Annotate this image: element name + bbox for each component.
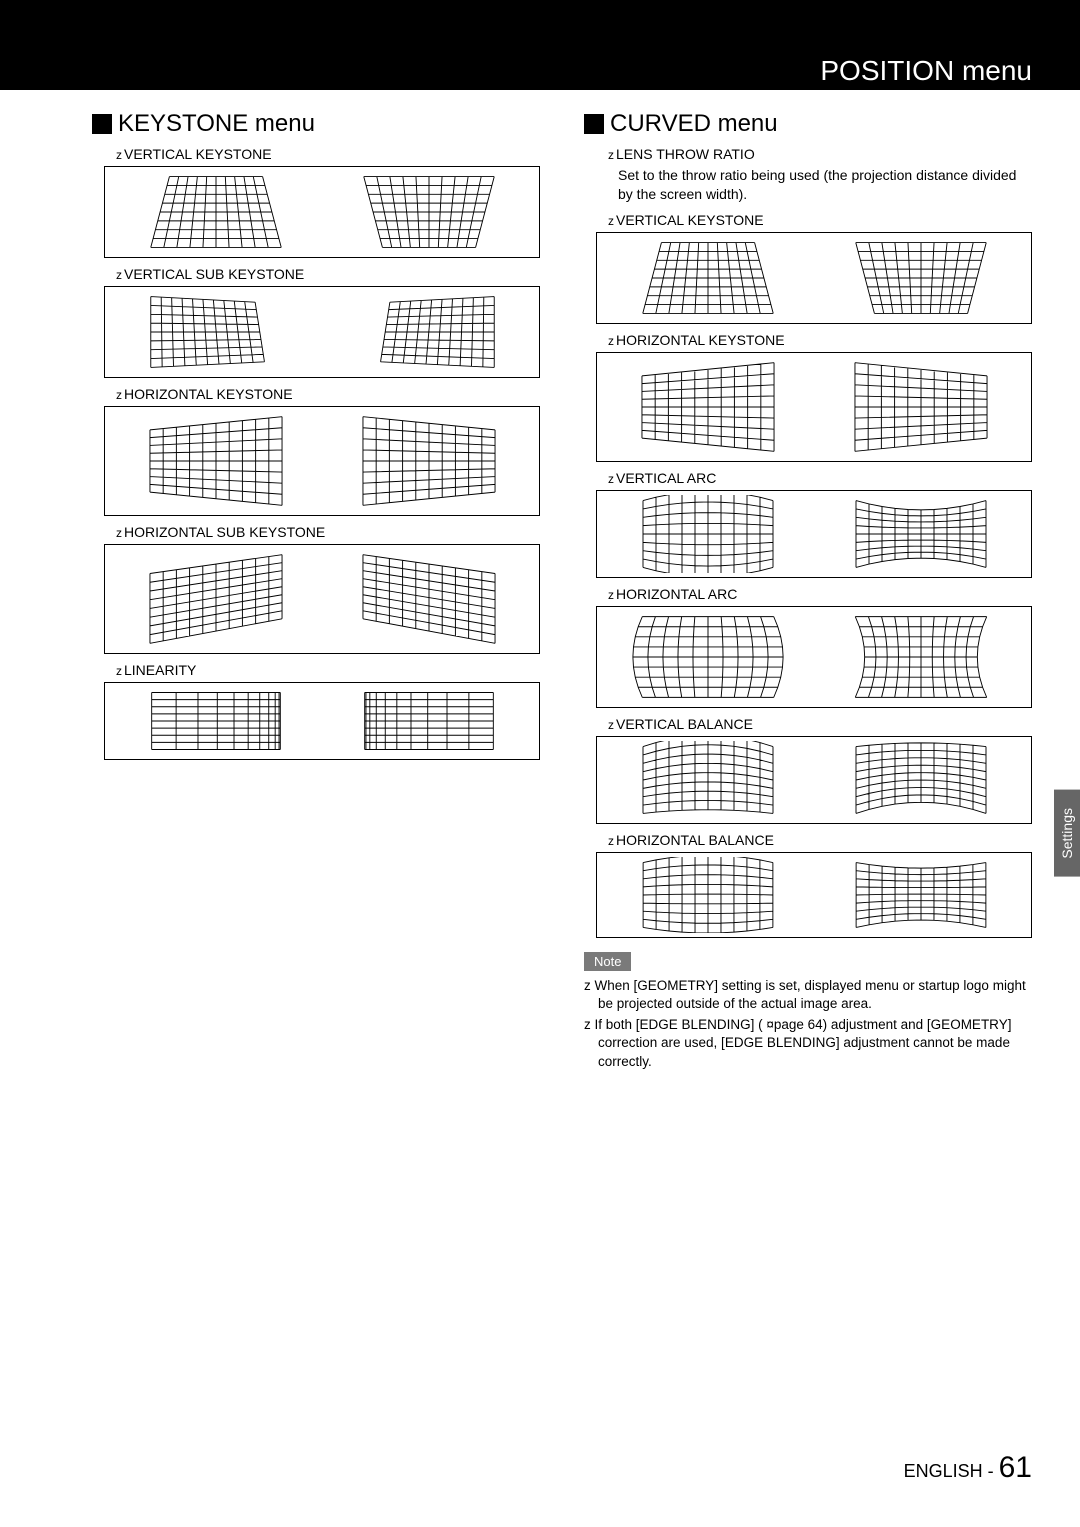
diagram-box (596, 490, 1032, 578)
diagram-box (596, 232, 1032, 324)
right-column: CURVED menu zLENS THROW RATIO Set to the… (584, 110, 1032, 1074)
diagram-box (596, 736, 1032, 824)
footer-page-number: 61 (999, 1451, 1032, 1484)
lens-throw-label: zLENS THROW RATIO (608, 146, 1032, 162)
keystone-title-text: KEYSTONE menu (118, 110, 315, 138)
note-list: z When [GEOMETRY] setting is set, displa… (584, 977, 1032, 1071)
lens-throw-desc: Set to the throw ratio being used (the p… (618, 166, 1032, 204)
note-item: z If both [EDGE BLENDING] ( ¤page 64) ad… (584, 1016, 1032, 1071)
item-label: zHORIZONTAL ARC (608, 586, 1032, 602)
note-badge: Note (584, 952, 631, 971)
top-bar (0, 0, 1080, 52)
item-label: zVERTICAL BALANCE (608, 716, 1032, 732)
page-content: KEYSTONE menu zVERTICAL KEYSTONE zVERTIC… (0, 90, 1080, 1074)
diagram-box (104, 544, 540, 654)
keystone-items: zVERTICAL KEYSTONE zVERTICAL SUB KEYSTON… (92, 146, 540, 760)
item-label: zVERTICAL SUB KEYSTONE (116, 266, 540, 282)
diagram-box (104, 166, 540, 258)
page-header-title: POSITION menu (820, 55, 1032, 87)
diagram-box (596, 352, 1032, 462)
diagram-box (104, 682, 540, 760)
item-label: zVERTICAL KEYSTONE (608, 212, 1032, 228)
item-label: zHORIZONTAL KEYSTONE (608, 332, 1032, 348)
diagram-box (104, 286, 540, 378)
diagram-box (104, 406, 540, 516)
item-label: zHORIZONTAL BALANCE (608, 832, 1032, 848)
footer-lang: ENGLISH - (904, 1461, 999, 1481)
item-label: zVERTICAL ARC (608, 470, 1032, 486)
left-column: KEYSTONE menu zVERTICAL KEYSTONE zVERTIC… (92, 110, 540, 1074)
diagram-box (596, 606, 1032, 708)
note-item: z When [GEOMETRY] setting is set, displa… (584, 977, 1032, 1013)
item-label: zHORIZONTAL SUB KEYSTONE (116, 524, 540, 540)
item-label: zHORIZONTAL KEYSTONE (116, 386, 540, 402)
page-footer: ENGLISH - 61 (904, 1451, 1032, 1485)
curved-items: zVERTICAL KEYSTONE zHORIZONTAL KEYSTONE … (584, 212, 1032, 938)
header-bar: POSITION menu (0, 52, 1080, 90)
item-label: zVERTICAL KEYSTONE (116, 146, 540, 162)
diagram-box (596, 852, 1032, 938)
curved-section-title: CURVED menu (584, 110, 1032, 138)
item-label: zLINEARITY (116, 662, 540, 678)
keystone-section-title: KEYSTONE menu (92, 110, 540, 138)
settings-side-tab: Settings (1054, 790, 1080, 877)
curved-title-text: CURVED menu (610, 110, 778, 138)
